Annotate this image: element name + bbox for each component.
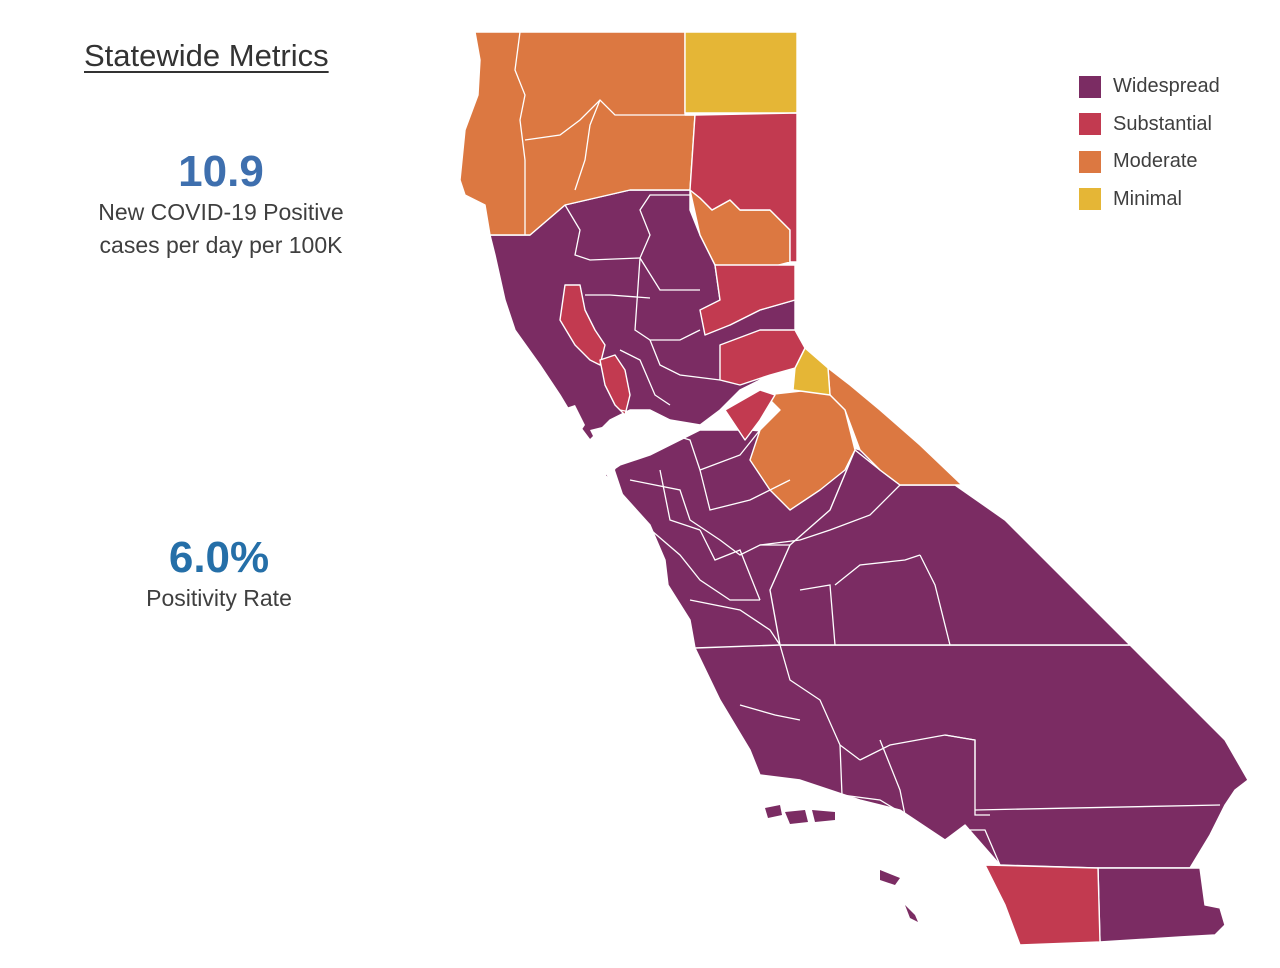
- county-region-sierra-north[interactable]: [699, 264, 796, 336]
- island-san-miguel: [765, 805, 782, 818]
- island-santa-cruz: [812, 810, 835, 822]
- tomales-bay: [560, 405, 585, 440]
- case-rate-value: 10.9: [178, 147, 264, 196]
- county-region-north-central[interactable]: [489, 189, 796, 441]
- legend-label-substantial: Substantial: [1113, 112, 1212, 135]
- legend-item-widespread: Widespread: [1079, 68, 1220, 106]
- legend: Widespread Substantial Moderate Minimal: [1079, 68, 1220, 218]
- positivity-value: 6.0%: [168, 533, 270, 582]
- county-borders: [514, 31, 1221, 866]
- san-francisco-bay: [590, 420, 680, 500]
- legend-item-moderate: Moderate: [1079, 143, 1220, 181]
- metrics-title: Statewide Metrics: [84, 38, 329, 73]
- positivity-label: Positivity Rate: [146, 585, 292, 611]
- county-napa[interactable]: [599, 354, 631, 416]
- legend-label-widespread: Widespread: [1113, 75, 1220, 98]
- county-modoc[interactable]: [684, 31, 798, 114]
- legend-item-substantial: Substantial: [1079, 106, 1220, 144]
- case-rate-label-line-1: New COVID-19 Positive: [98, 199, 344, 225]
- positivity-metric: 6.0% Positivity Rate: [60, 534, 378, 615]
- legend-swatch-widespread: [1079, 75, 1101, 98]
- island-san-clemente: [905, 905, 918, 922]
- county-lassen-east[interactable]: [689, 112, 798, 263]
- legend-swatch-substantial: [1079, 113, 1101, 136]
- legend-swatch-minimal: [1079, 188, 1101, 211]
- case-rate-metric: 10.9 New COVID-19 Positive cases per day…: [60, 148, 382, 262]
- legend-label-minimal: Minimal: [1113, 187, 1182, 210]
- county-lake[interactable]: [559, 284, 606, 366]
- county-region-calaveras[interactable]: [724, 389, 776, 441]
- county-el-dorado[interactable]: [719, 329, 806, 386]
- island-santa-catalina: [880, 870, 900, 885]
- county-region-south[interactable]: [694, 644, 1249, 869]
- legend-item-minimal: Minimal: [1079, 181, 1220, 219]
- case-rate-label-line-2: cases per day per 100K: [99, 232, 343, 258]
- county-region-southern-border[interactable]: [984, 864, 1101, 946]
- county-san-diego[interactable]: [1097, 867, 1226, 943]
- legend-swatch-moderate: [1079, 150, 1101, 173]
- island-santa-rosa: [785, 810, 808, 824]
- legend-label-moderate: Moderate: [1113, 150, 1198, 173]
